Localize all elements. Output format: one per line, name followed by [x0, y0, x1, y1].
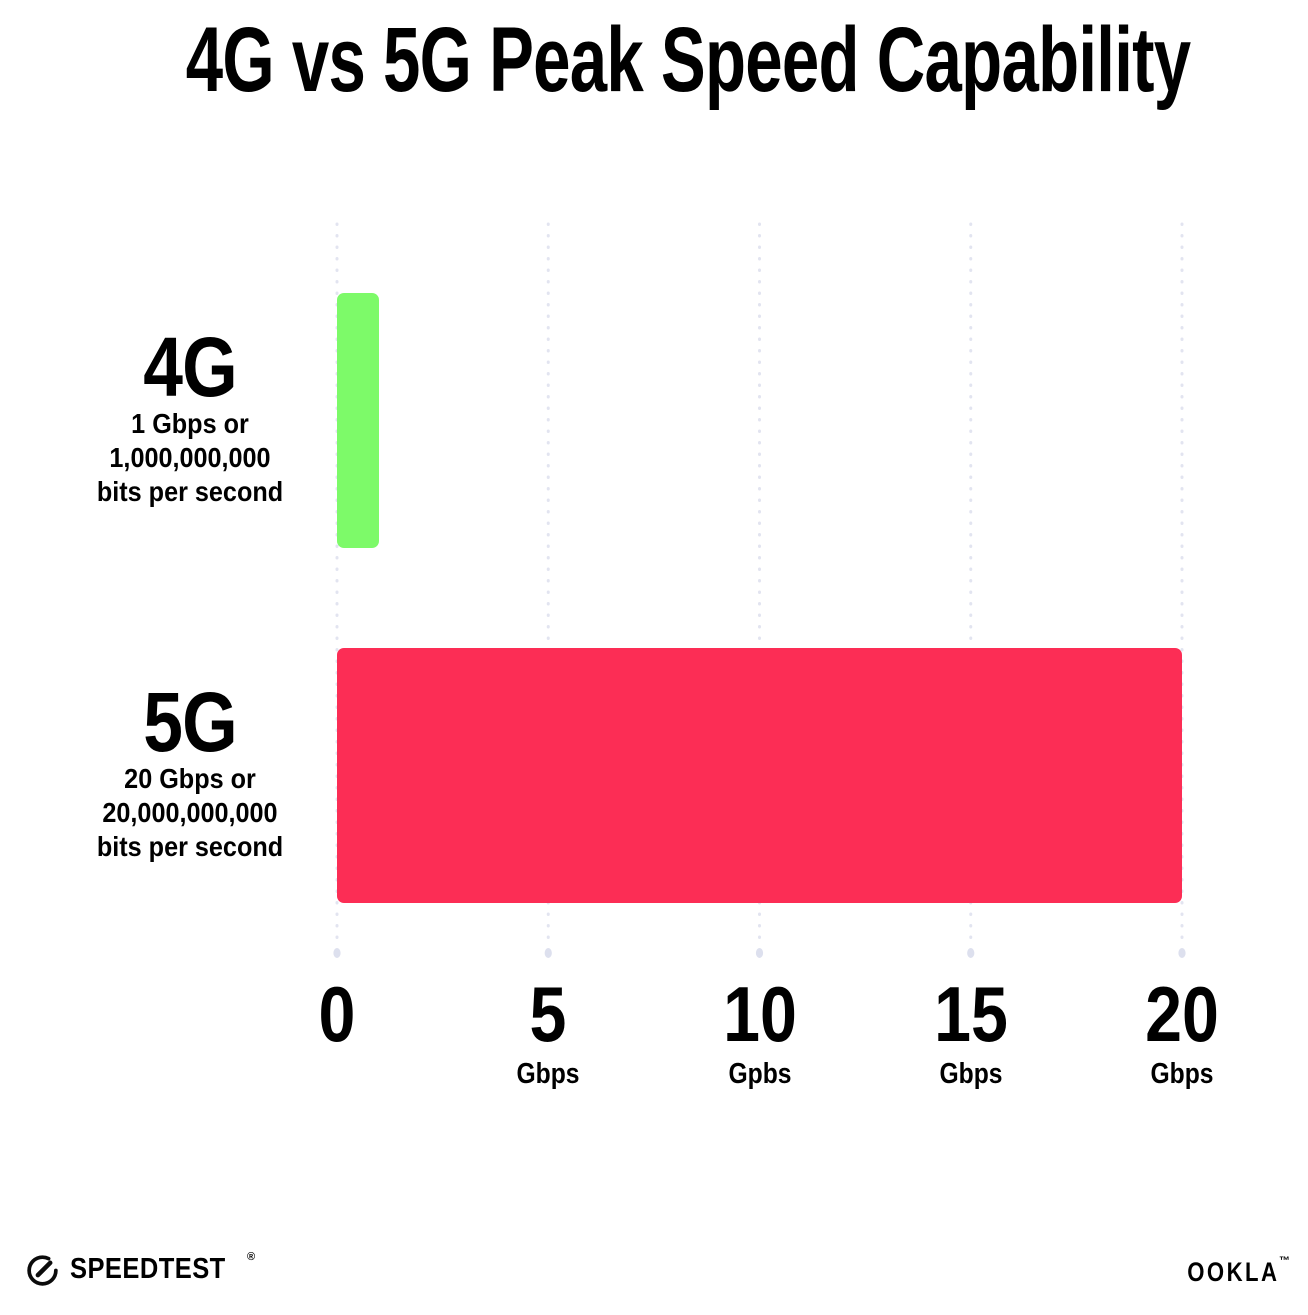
ookla-trademark: ™ — [1279, 1255, 1290, 1267]
row-label-4g: 4G 1 Gbps or 1,000,000,000 bits per second — [40, 320, 340, 509]
x-tick-value: 20 — [1145, 970, 1219, 1058]
row-label-5g: 5G 20 Gbps or 20,000,000,000 bits per secon… — [40, 675, 340, 864]
category-sublabel-line: bits per second — [96, 831, 284, 862]
gridline-end-dot — [333, 948, 341, 958]
x-tick-unit: Gbps — [1150, 1058, 1214, 1090]
category-sublabel-line: 1,000,000,000 — [109, 442, 271, 473]
x-tick-value: 0 — [318, 970, 356, 1058]
category-label: 5G — [40, 675, 340, 769]
page-title: 4G vs 5G Peak Speed Capability — [0, 12, 1308, 109]
x-tick-5: 5 Gbps — [428, 975, 668, 1089]
gauge-icon — [27, 1255, 58, 1286]
category-sublabel-line: 1 Gbps or — [131, 408, 249, 439]
x-tick-10: 10 Gpbs — [640, 975, 880, 1089]
bar-5g — [337, 648, 1182, 903]
x-tick-unit: Gbps — [939, 1058, 1003, 1090]
gridline-end-dot — [544, 948, 552, 958]
speedtest-logo: SPEEDTEST ® — [24, 1251, 255, 1288]
x-tick-unit: Gpbs — [727, 1058, 792, 1090]
ookla-logo: OOKLA™ — [1167, 1255, 1290, 1288]
x-tick-unit: Gbps — [516, 1058, 580, 1090]
category-sublabel-line: bits per second — [96, 476, 284, 507]
x-tick-15: 15 Gbps — [851, 975, 1091, 1089]
page-title-text: 4G vs 5G Peak Speed Capability — [185, 9, 1191, 111]
category-sublabel: 20 Gbps or 20,000,000,000 bits per second — [55, 762, 325, 864]
gridline-end-dot — [1178, 948, 1186, 958]
gridline-end-dot — [755, 948, 764, 958]
category-label-text: 4G — [143, 320, 237, 414]
x-tick-20: 20 Gbps — [1062, 975, 1302, 1089]
speedtest-wordmark: SPEEDTEST ® — [70, 1251, 256, 1286]
x-tick-0: 0 — [217, 975, 457, 1059]
speedtest-trademark: ® — [246, 1251, 256, 1263]
category-sublabel-line: 20 Gbps or — [124, 763, 256, 794]
category-sublabel: 1 Gbps or 1,000,000,000 bits per second — [55, 407, 325, 509]
category-label: 4G — [40, 320, 340, 414]
x-tick-value: 10 — [722, 970, 797, 1058]
x-tick-value: 5 — [529, 970, 567, 1058]
gridline-end-dot — [967, 948, 975, 958]
speedtest-label: SPEEDTEST — [70, 1253, 226, 1285]
x-tick-value: 15 — [933, 970, 1008, 1058]
ookla-label: OOKLA — [1186, 1257, 1279, 1287]
bar-4g — [337, 293, 380, 548]
category-sublabel-line: 20,000,000,000 — [102, 797, 278, 828]
ookla-wordmark: OOKLA™ — [1167, 1255, 1290, 1287]
category-label-text: 5G — [143, 675, 237, 769]
